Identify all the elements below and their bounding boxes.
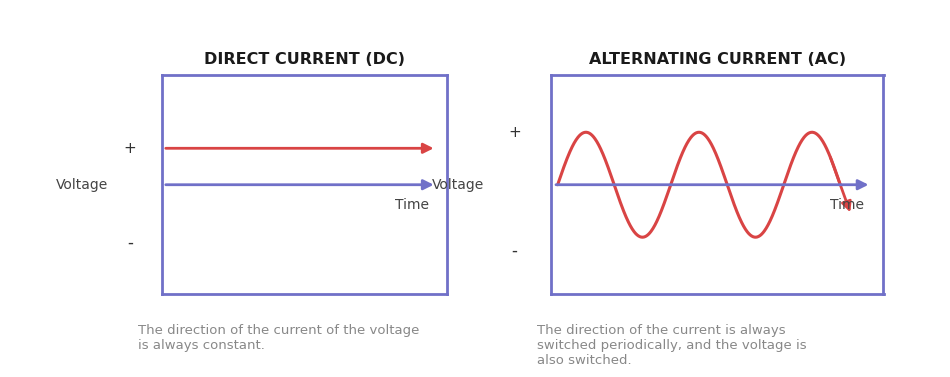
Text: The direction of the current of the voltage
is always constant.: The direction of the current of the volt… (138, 324, 419, 352)
Text: +: + (508, 125, 521, 140)
Text: The direction of the current is always
switched periodically, and the voltage is: The direction of the current is always s… (537, 324, 807, 367)
Text: Voltage: Voltage (55, 178, 108, 192)
Text: Time: Time (829, 198, 864, 212)
Text: -: - (511, 241, 518, 259)
Text: -: - (127, 234, 133, 252)
Text: Time: Time (395, 198, 429, 212)
Title: ALTERNATING CURRENT (AC): ALTERNATING CURRENT (AC) (589, 52, 846, 67)
Title: DIRECT CURRENT (DC): DIRECT CURRENT (DC) (203, 52, 405, 67)
Text: +: + (124, 141, 137, 156)
Text: Voltage: Voltage (431, 178, 484, 192)
